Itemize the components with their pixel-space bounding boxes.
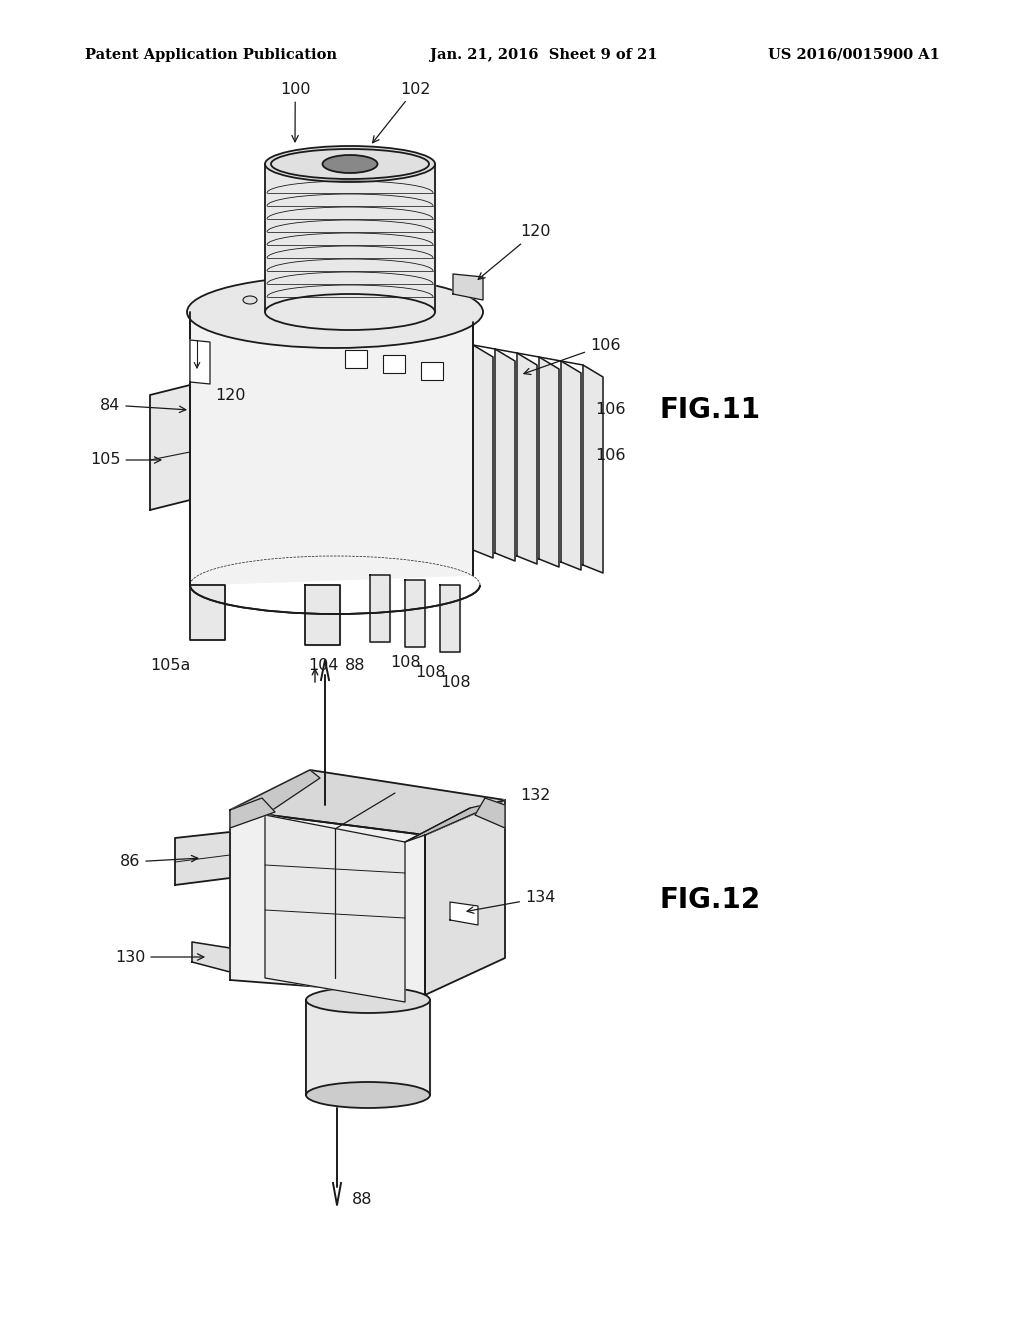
Polygon shape [175, 832, 230, 884]
Text: 120: 120 [478, 224, 551, 280]
Polygon shape [230, 770, 505, 836]
Polygon shape [406, 800, 505, 842]
Ellipse shape [323, 154, 378, 173]
Text: 84: 84 [100, 397, 185, 413]
Polygon shape [440, 585, 460, 652]
Text: 106: 106 [595, 447, 626, 462]
Text: 100: 100 [280, 82, 310, 141]
Polygon shape [230, 799, 275, 828]
Polygon shape [265, 814, 406, 1002]
Text: 88: 88 [352, 1192, 373, 1208]
Polygon shape [230, 810, 425, 995]
Polygon shape [517, 352, 537, 564]
Text: 106: 106 [524, 338, 621, 375]
Text: 130: 130 [115, 949, 204, 965]
Polygon shape [473, 345, 493, 558]
Text: 120: 120 [215, 388, 246, 403]
Ellipse shape [265, 147, 435, 182]
Polygon shape [190, 585, 225, 640]
Bar [345, 350, 367, 368]
Text: 104: 104 [308, 657, 338, 673]
Polygon shape [306, 1001, 430, 1096]
Text: 102: 102 [373, 82, 430, 143]
Text: Patent Application Publication: Patent Application Publication [85, 48, 337, 62]
Ellipse shape [306, 1082, 430, 1107]
Polygon shape [450, 902, 478, 925]
Polygon shape [475, 799, 505, 828]
Text: 134: 134 [467, 891, 555, 913]
Ellipse shape [187, 276, 483, 348]
Text: US 2016/0015900 A1: US 2016/0015900 A1 [768, 48, 940, 62]
Text: 132: 132 [520, 788, 550, 803]
Polygon shape [453, 275, 483, 300]
Polygon shape [190, 312, 473, 585]
Polygon shape [495, 348, 515, 561]
Text: 108: 108 [440, 675, 471, 690]
Text: Jan. 21, 2016  Sheet 9 of 21: Jan. 21, 2016 Sheet 9 of 21 [430, 48, 657, 62]
Text: FIG.11: FIG.11 [660, 396, 761, 424]
Ellipse shape [243, 296, 257, 304]
Polygon shape [425, 800, 505, 995]
Bar [383, 355, 406, 374]
Text: 106: 106 [595, 403, 626, 417]
Polygon shape [265, 164, 435, 312]
Bar [421, 362, 443, 380]
Text: FIG.12: FIG.12 [660, 886, 761, 913]
Polygon shape [190, 341, 210, 384]
Polygon shape [406, 579, 425, 647]
Polygon shape [370, 576, 390, 642]
Text: 108: 108 [390, 655, 421, 671]
Text: 105a: 105a [150, 657, 190, 673]
Polygon shape [230, 770, 319, 814]
Polygon shape [193, 942, 230, 972]
Text: 88: 88 [345, 657, 366, 672]
Text: 86: 86 [120, 854, 198, 870]
Polygon shape [406, 800, 505, 842]
Text: 105: 105 [90, 453, 161, 467]
Text: 108: 108 [415, 665, 445, 680]
Polygon shape [583, 366, 603, 573]
Polygon shape [150, 385, 190, 510]
Polygon shape [561, 360, 581, 570]
Polygon shape [539, 356, 559, 568]
Polygon shape [305, 585, 340, 645]
Ellipse shape [306, 987, 430, 1012]
